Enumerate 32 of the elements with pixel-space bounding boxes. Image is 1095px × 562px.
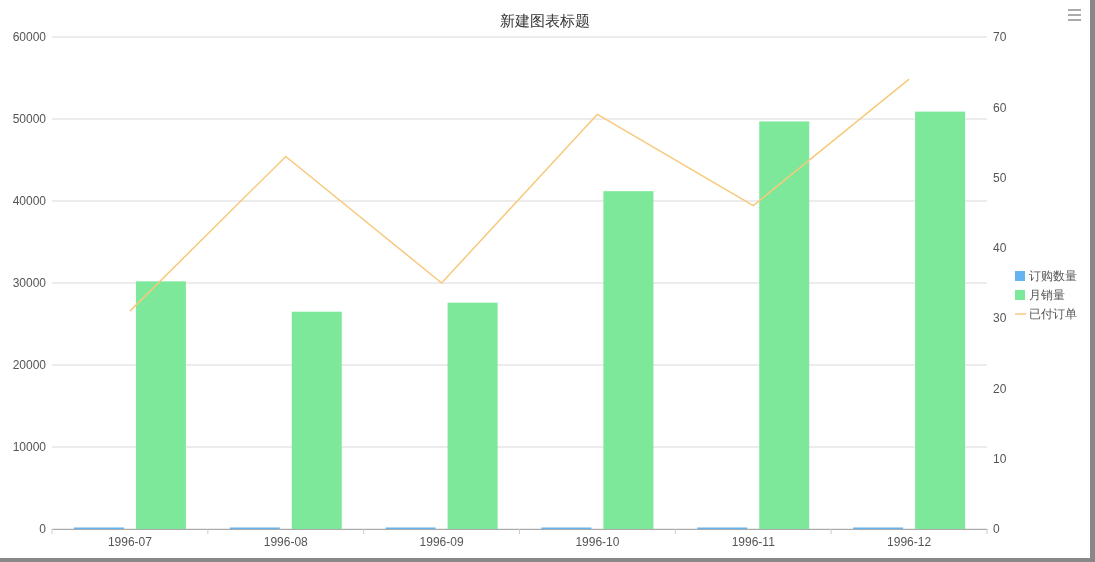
y-tick-label: 50000 (12, 112, 47, 127)
bar (291, 311, 342, 529)
legend-label: 月销量 (1029, 288, 1065, 302)
y-tick-label: 20000 (12, 358, 47, 373)
y2-tick-label: 50 (993, 170, 1007, 185)
line-series (129, 78, 910, 312)
x-tick-label: 1996-07 (107, 534, 153, 549)
y-tick-label: 30000 (12, 276, 47, 291)
bar (915, 111, 966, 529)
legend-label: 已付订单 (1029, 307, 1077, 321)
chart-title: 新建图表标题 (500, 12, 590, 30)
x-tick-label: 1996-09 (419, 534, 464, 549)
y2-tick-label: 60 (993, 100, 1007, 115)
bar (447, 302, 498, 529)
y-tick-label: 60000 (12, 30, 47, 45)
legend-label: 订购数量 (1029, 269, 1077, 283)
y-tick-label: 40000 (12, 194, 47, 209)
y-tick-label: 0 (39, 522, 47, 537)
y2-tick-label: 10 (993, 452, 1007, 467)
x-tick-label: 1996-08 (263, 534, 309, 549)
bar (759, 121, 810, 529)
bar (135, 281, 186, 529)
y2-tick-label: 0 (993, 522, 1000, 537)
y2-tick-label: 20 (993, 381, 1007, 396)
y2-tick-label: 40 (993, 241, 1007, 256)
y-tick-label: 10000 (12, 440, 47, 455)
bar (603, 191, 654, 529)
y2-tick-label: 30 (993, 311, 1007, 326)
x-tick-label: 1996-10 (575, 534, 620, 549)
x-tick-label: 1996-11 (731, 534, 776, 549)
x-tick-label: 1996-12 (887, 534, 932, 549)
y2-tick-label: 70 (993, 30, 1007, 45)
